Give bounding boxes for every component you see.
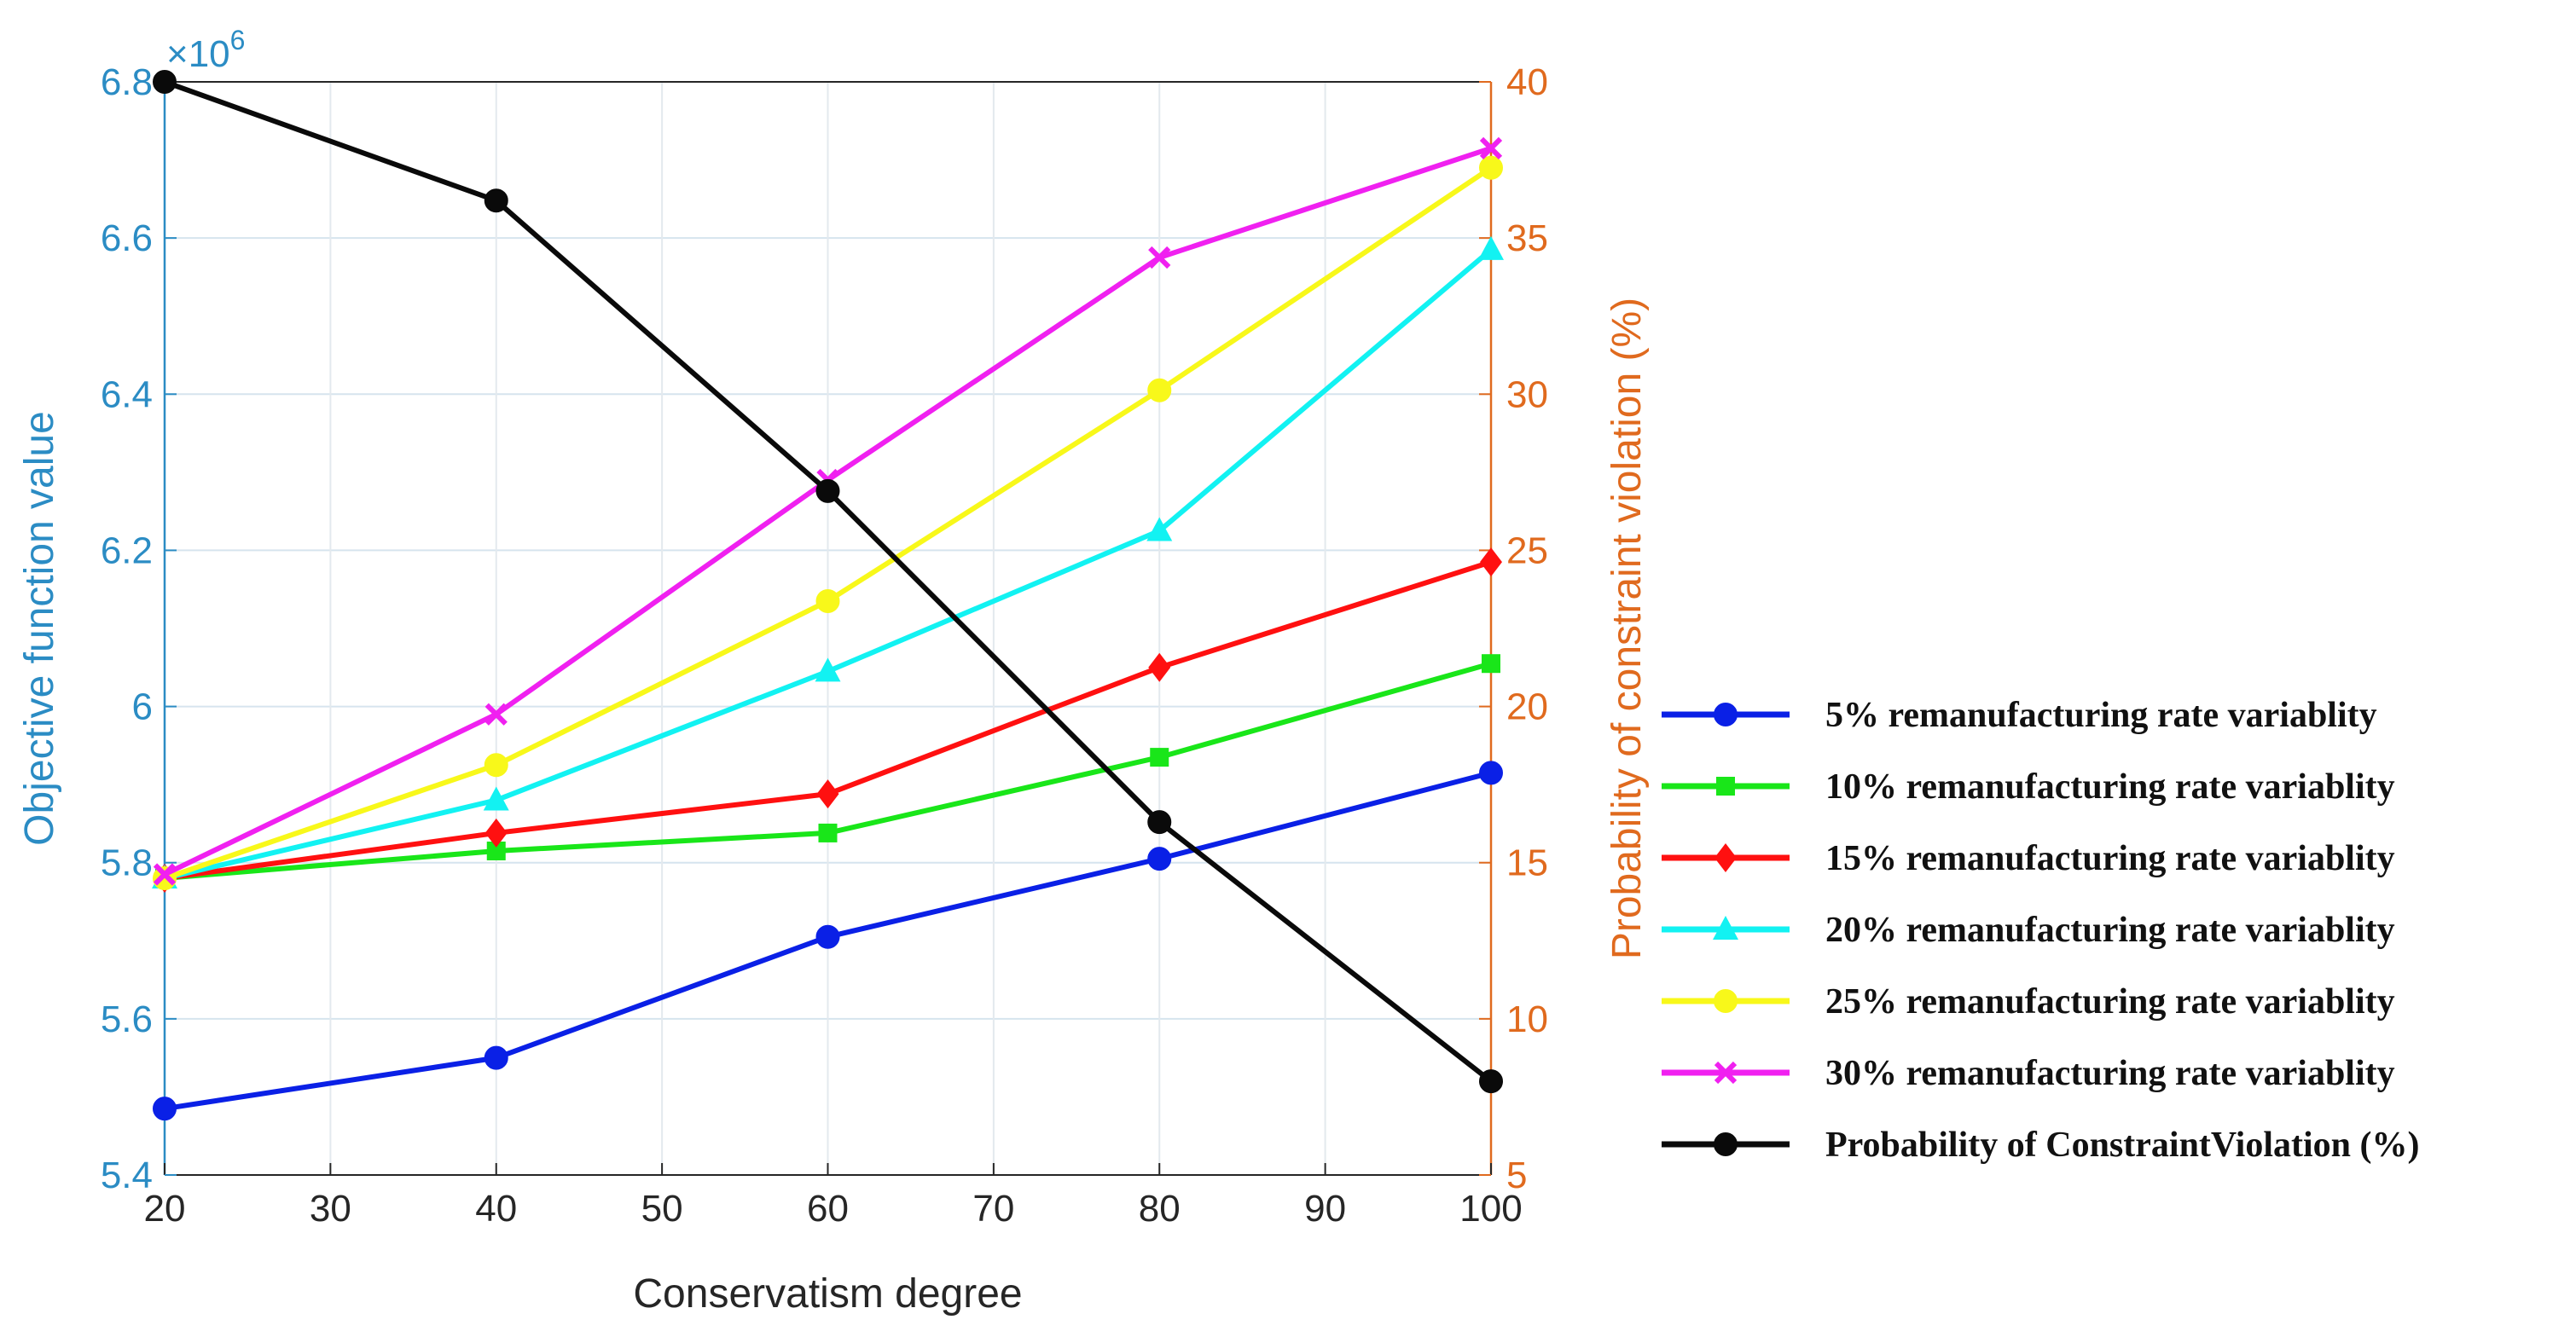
- legend-swatch-marker: [1714, 1132, 1738, 1156]
- x-tick-label: 100: [1459, 1188, 1522, 1230]
- right-tick-label: 40: [1506, 61, 1548, 103]
- x-tick-label: 70: [972, 1188, 1014, 1230]
- legend-swatch-marker: [1714, 843, 1737, 872]
- left-tick-label: 6.2: [101, 530, 153, 571]
- x-tick-label: 40: [475, 1188, 517, 1230]
- left-tick-label: 6.4: [101, 373, 153, 415]
- left-tick-label: 5.4: [101, 1155, 153, 1196]
- axes: 20 30 40 50 60 70 80 90 100 5.4 5.6 5.8 6 6.2 6.4 6.6 6.…: [17, 25, 1650, 1317]
- left-axis-title: Objective function value: [17, 411, 62, 846]
- legend-label: 25% remanufacturing rate variablity: [1825, 982, 2395, 1022]
- legend-item: 15% remanufacturing rate variablity: [1662, 839, 2395, 878]
- x-tick-label: 60: [807, 1188, 849, 1230]
- left-tick-label: 6: [132, 686, 153, 728]
- x-axis-title: Conservatism degree: [633, 1271, 1022, 1317]
- legend-label: 30% remanufacturing rate variablity: [1825, 1054, 2395, 1093]
- data-point: [1478, 235, 1504, 260]
- series-layer: [152, 70, 1504, 1121]
- marker-x-stroke: [1479, 136, 1503, 159]
- data-point: [484, 818, 508, 848]
- data-point: [484, 1045, 508, 1070]
- right-tick-label: 10: [1506, 998, 1548, 1040]
- data-point: [153, 1097, 177, 1121]
- legend-item: 5% remanufacturing rate variablity: [1662, 696, 2377, 735]
- marker-x-stroke: [484, 703, 508, 726]
- marker-x-stroke: [153, 863, 177, 886]
- data-point: [1479, 761, 1503, 785]
- left-tick-label: 6.6: [101, 217, 153, 259]
- legend-label: 15% remanufacturing rate variablity: [1825, 839, 2395, 878]
- data-point: [1482, 654, 1500, 674]
- data-point: [153, 863, 177, 886]
- x-tick-label: 50: [641, 1188, 683, 1230]
- right-tick-label: 25: [1506, 530, 1548, 571]
- data-point: [486, 841, 506, 860]
- data-point: [818, 823, 838, 842]
- marker-x-stroke: [1714, 1061, 1738, 1085]
- data-point: [1147, 378, 1172, 402]
- legend-swatch-marker: [1714, 989, 1738, 1013]
- right-tick-label: 15: [1506, 842, 1548, 884]
- data-point: [484, 753, 508, 778]
- data-point: [1480, 547, 1502, 577]
- data-point: [484, 188, 508, 213]
- x-tick-label: 30: [310, 1188, 351, 1230]
- x-tick-label: 20: [144, 1188, 186, 1230]
- legend-label: 5% remanufacturing rate variablity: [1825, 696, 2377, 735]
- legend-label: Probability of ConstraintViolation (%): [1825, 1126, 2420, 1165]
- data-point: [1148, 246, 1171, 269]
- data-point: [1479, 155, 1503, 180]
- grid: [164, 81, 1492, 1176]
- legend-swatch-marker: [1714, 1061, 1738, 1085]
- data-point: [815, 588, 840, 613]
- legend-item: 25% remanufacturing rate variablity: [1662, 982, 2395, 1022]
- x-tick-label: 80: [1139, 1188, 1181, 1230]
- marker-x-stroke: [1148, 246, 1171, 269]
- data-point: [816, 779, 839, 809]
- right-tick-label: 30: [1506, 373, 1548, 415]
- left-exponent-label: ×106: [166, 25, 245, 75]
- data-point: [483, 786, 509, 811]
- data-point: [1147, 847, 1172, 871]
- right-tick-label: 35: [1506, 217, 1548, 259]
- left-tick-label: 5.6: [101, 998, 153, 1040]
- legend: 5% remanufacturing rate variablity 10% re…: [1662, 696, 2420, 1165]
- right-tick-label: 20: [1506, 686, 1548, 728]
- data-point: [1147, 810, 1172, 835]
- data-point: [153, 70, 177, 94]
- right-tick-label: 5: [1506, 1155, 1527, 1196]
- legend-item: 10% remanufacturing rate variablity: [1662, 767, 2395, 807]
- left-tick-label: 6.8: [101, 61, 153, 103]
- data-point: [1150, 748, 1169, 767]
- exponent-base: ×10: [166, 33, 230, 75]
- legend-label: 10% remanufacturing rate variablity: [1825, 767, 2395, 807]
- legend-swatch-marker: [1714, 703, 1738, 726]
- data-point: [1148, 652, 1171, 682]
- data-point: [1479, 1069, 1503, 1094]
- data-point: [815, 657, 841, 682]
- data-point: [1479, 136, 1503, 159]
- exponent-power: 6: [230, 25, 246, 55]
- legend-label: 20% remanufacturing rate variablity: [1825, 911, 2395, 950]
- x-tick-label: 90: [1304, 1188, 1346, 1230]
- legend-swatch-marker: [1716, 777, 1735, 796]
- legend-item: 20% remanufacturing rate variablity: [1662, 911, 2395, 950]
- data-point: [1146, 517, 1173, 541]
- data-point: [815, 478, 840, 503]
- legend-item: 30% remanufacturing rate variablity: [1662, 1054, 2395, 1093]
- legend-item: Probability of ConstraintViolation (%): [1662, 1126, 2420, 1165]
- left-tick-label: 5.8: [101, 842, 153, 884]
- data-point: [815, 924, 840, 949]
- legend-swatch-marker: [1713, 916, 1738, 940]
- data-point: [484, 703, 508, 726]
- right-axis-title: Probability of constraint violation (%): [1604, 298, 1650, 959]
